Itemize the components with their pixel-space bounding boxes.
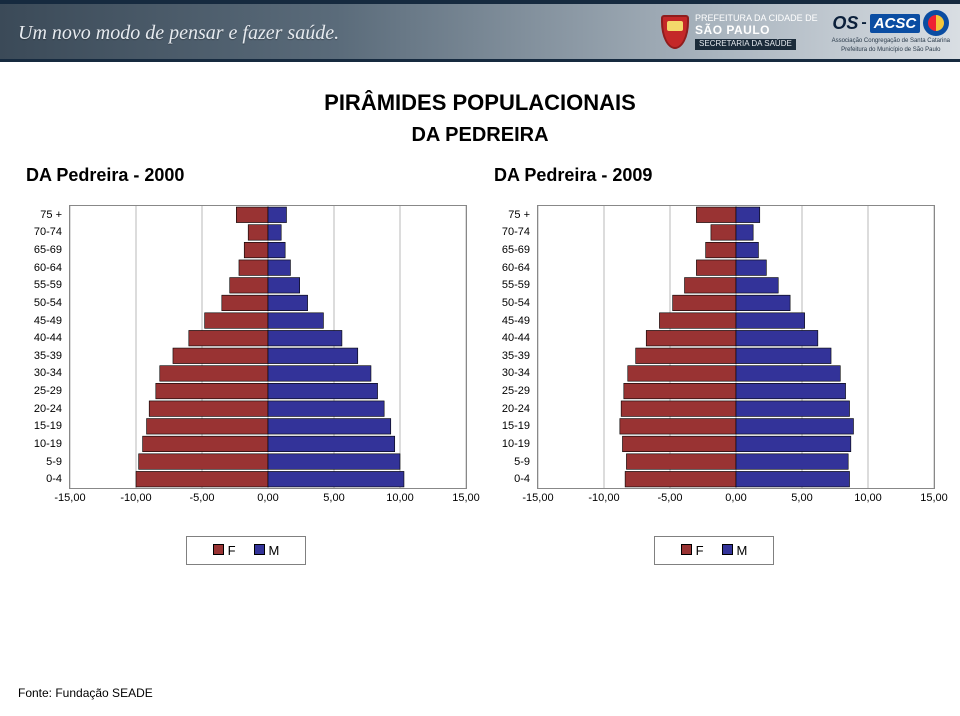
x-axis-labels-2000: -15,00-10,00-5,000,005,0010,0015,00: [70, 492, 466, 510]
x-label: 10,00: [854, 492, 882, 504]
x-label: 10,00: [386, 492, 414, 504]
chart-2009-title: DA Pedreira - 2009: [494, 165, 938, 186]
y-label: 15-19: [34, 421, 65, 432]
legend-swatch-f-icon: [213, 544, 224, 555]
x-label: -5,00: [657, 492, 682, 504]
sp-crest-icon: [661, 15, 689, 49]
os-sub2: Prefeitura do Município de São Paulo: [841, 47, 940, 54]
y-label: 10-19: [34, 439, 65, 450]
os-globe-icon: [923, 10, 949, 36]
sp-logo-text: PREFEITURA DA CIDADE DE SÃO PAULO SECRET…: [695, 14, 818, 50]
y-label: 75 +: [40, 210, 65, 221]
y-axis-labels-2009: 75 + 70-74 65-69 60-64 55-59 50-54 45-49 40-44 3…: [490, 206, 536, 488]
y-label: 70-74: [34, 227, 65, 238]
sp-line3: SECRETARIA DA SAÚDE: [695, 39, 796, 50]
logo-os-acsc: OS - ACSC Associação Congregação de Sant…: [832, 10, 950, 53]
logo-sao-paulo: PREFEITURA DA CIDADE DE SÃO PAULO SECRET…: [661, 14, 818, 50]
pyramid-2000: 75 + 70-74 65-69 60-64 55-59 50-54 45-49 40-44 3…: [22, 200, 470, 510]
charts-row: DA Pedreira - 2000 75 + 70-74 65-69 60-64 55…: [0, 165, 960, 565]
legend-swatch-m-icon: [254, 544, 265, 555]
header-logos: PREFEITURA DA CIDADE DE SÃO PAULO SECRET…: [661, 10, 950, 53]
legend-f-label: F: [696, 543, 704, 558]
chart-2000-title: DA Pedreira - 2000: [26, 165, 470, 186]
y-label: 20-24: [34, 404, 65, 415]
y-axis-labels-2000: 75 + 70-74 65-69 60-64 55-59 50-54 45-49 40-44 3…: [22, 206, 68, 488]
x-label: 5,00: [791, 492, 812, 504]
y-label: 30-34: [34, 368, 65, 379]
bars-svg-2009: [538, 206, 934, 488]
x-label: 0,00: [725, 492, 746, 504]
y-label: 40-44: [502, 333, 533, 344]
y-label: 50-54: [34, 298, 65, 309]
source-footer: Fonte: Fundação SEADE: [18, 686, 153, 700]
page-subtitle: DA PEDREIRA: [0, 124, 960, 147]
legend-item: M: [254, 543, 280, 558]
x-label: -15,00: [522, 492, 553, 504]
y-label: 25-29: [502, 386, 533, 397]
x-label: -10,00: [120, 492, 151, 504]
y-label: 75 +: [508, 210, 533, 221]
chart-2000: DA Pedreira - 2000 75 + 70-74 65-69 60-64 55…: [22, 165, 470, 565]
y-label: 10-19: [502, 439, 533, 450]
x-label: 5,00: [323, 492, 344, 504]
y-label: 25-29: [34, 386, 65, 397]
x-label: -10,00: [588, 492, 619, 504]
y-label: 65-69: [34, 245, 65, 256]
y-label: 65-69: [502, 245, 533, 256]
y-label: 20-24: [502, 404, 533, 415]
y-label: 45-49: [34, 316, 65, 327]
os-sub1: Associação Congregação de Santa Catarina: [832, 38, 950, 45]
plot-area-2009: [538, 206, 934, 488]
y-label: 0-4: [46, 474, 65, 485]
header-bar: Um novo modo de pensar e fazer saúde. PR…: [0, 0, 960, 62]
legend-m-label: M: [737, 543, 748, 558]
x-axis-labels-2009: -15,00-10,00-5,000,005,0010,0015,00: [538, 492, 934, 510]
y-label: 0-4: [514, 474, 533, 485]
bars-svg-2000: [70, 206, 466, 488]
legend-swatch-m-icon: [722, 544, 733, 555]
y-label: 30-34: [502, 368, 533, 379]
y-label: 40-44: [34, 333, 65, 344]
legend-f-label: F: [228, 543, 236, 558]
header-tagline: Um novo modo de pensar e fazer saúde.: [18, 22, 339, 45]
y-label: 55-59: [502, 280, 533, 291]
y-label: 45-49: [502, 316, 533, 327]
acsc-text: ACSC: [870, 14, 921, 33]
y-label: 55-59: [34, 280, 65, 291]
legend-item: F: [213, 543, 236, 558]
legend-m-label: M: [269, 543, 280, 558]
legend-item: M: [722, 543, 748, 558]
y-label: 35-39: [502, 351, 533, 362]
legend-2009: F M: [654, 536, 774, 565]
x-label: 0,00: [257, 492, 278, 504]
legend-2000: F M: [186, 536, 306, 565]
y-label: 70-74: [502, 227, 533, 238]
y-label: 35-39: [34, 351, 65, 362]
y-label: 60-64: [34, 263, 65, 274]
page-title: PIRÂMIDES POPULACIONAIS: [0, 90, 960, 116]
pyramid-2009: 75 + 70-74 65-69 60-64 55-59 50-54 45-49 40-44 3…: [490, 200, 938, 510]
sp-line2: SÃO PAULO: [695, 24, 818, 37]
y-label: 50-54: [502, 298, 533, 309]
y-label: 5-9: [46, 457, 65, 468]
os-text: OS: [832, 13, 858, 34]
y-label: 60-64: [502, 263, 533, 274]
y-label: 5-9: [514, 457, 533, 468]
x-label: 15,00: [920, 492, 948, 504]
y-label: 15-19: [502, 421, 533, 432]
plot-area-2000: [70, 206, 466, 488]
x-label: 15,00: [452, 492, 480, 504]
chart-2009: DA Pedreira - 2009 75 + 70-74 65-69 60-64 55…: [490, 165, 938, 565]
x-label: -15,00: [54, 492, 85, 504]
legend-swatch-f-icon: [681, 544, 692, 555]
x-label: -5,00: [189, 492, 214, 504]
legend-item: F: [681, 543, 704, 558]
